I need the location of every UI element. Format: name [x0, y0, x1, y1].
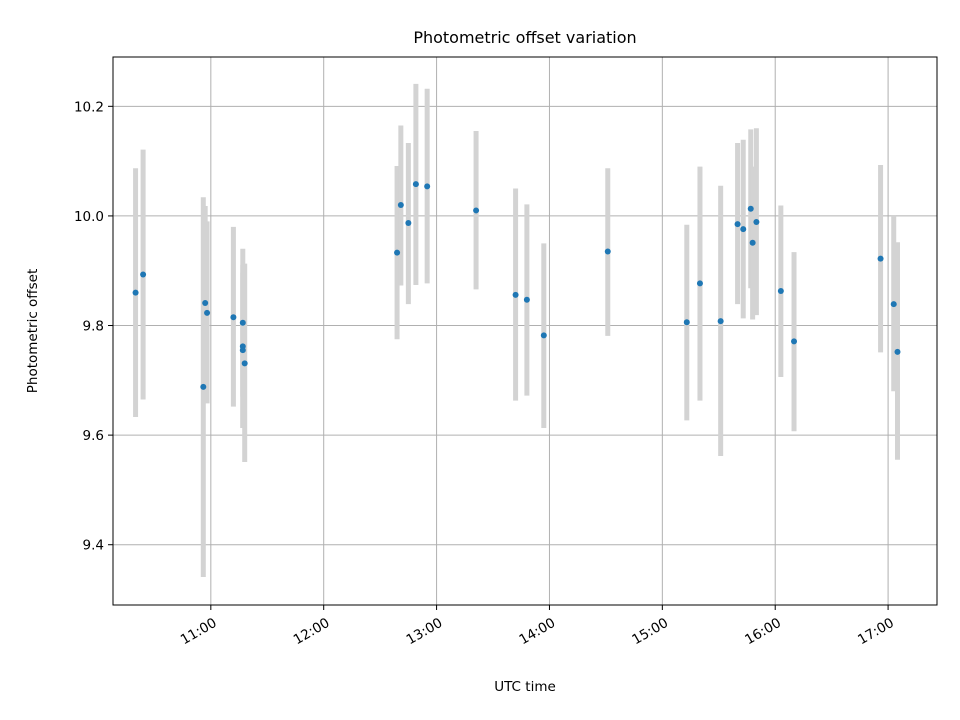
data-point	[717, 318, 724, 325]
data-point	[473, 207, 480, 214]
data-point	[791, 338, 798, 345]
y-tick-label: 9.6	[83, 428, 104, 444]
plot-frame	[112, 56, 938, 606]
data-point	[777, 287, 784, 294]
y-tick-label: 9.4	[83, 538, 104, 554]
y-axis-ticks: 9.4 9.6 9.8 10.0 10.2	[74, 99, 113, 554]
data-point	[424, 183, 431, 190]
data-point	[740, 226, 747, 233]
data-point	[604, 248, 611, 255]
data-point	[230, 314, 237, 321]
data-point	[394, 249, 401, 256]
data-point	[405, 220, 412, 227]
y-tick-label: 10.0	[74, 209, 104, 225]
y-tick-label: 10.2	[74, 99, 104, 115]
data-point	[512, 291, 519, 298]
chart-title: Photometric offset variation	[413, 28, 636, 47]
data-point	[200, 383, 207, 390]
data-point	[239, 319, 246, 326]
data-point	[132, 289, 139, 296]
data-point	[397, 201, 404, 208]
data-point	[523, 296, 530, 303]
data-point	[204, 309, 211, 316]
data-point	[734, 221, 741, 228]
data-point	[894, 348, 901, 355]
data-point	[877, 255, 884, 262]
data-point	[696, 280, 703, 287]
data-point	[202, 300, 209, 307]
data-point	[540, 332, 547, 339]
data-point	[683, 319, 690, 326]
data-point	[747, 205, 754, 212]
data-point	[412, 181, 419, 188]
y-tick-label: 9.8	[83, 319, 104, 335]
data-points	[132, 181, 901, 390]
x-axis-label: UTC time	[494, 679, 556, 695]
data-point	[239, 347, 246, 354]
data-point	[749, 239, 756, 246]
y-axis-label: Photometric offset	[25, 269, 41, 393]
data-point	[241, 360, 248, 367]
data-point	[753, 218, 760, 225]
data-point	[140, 271, 147, 278]
data-point	[890, 301, 897, 308]
